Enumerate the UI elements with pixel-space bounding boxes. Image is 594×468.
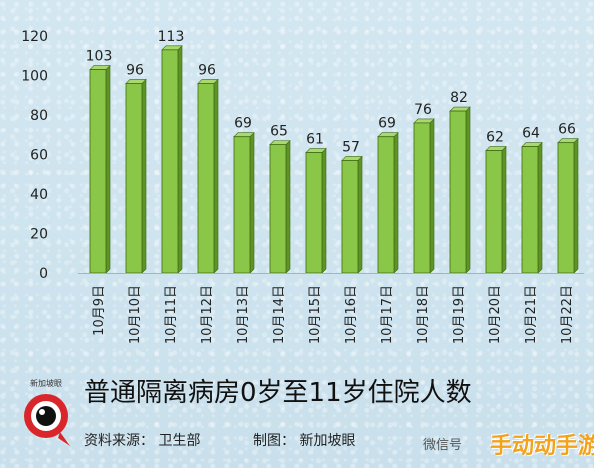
bar-top	[89, 65, 111, 70]
bar	[125, 83, 143, 274]
bar	[341, 160, 359, 274]
bar	[161, 49, 179, 274]
bar-side	[141, 78, 147, 274]
y-tick-label: 100	[21, 69, 48, 85]
bar-top	[557, 138, 579, 143]
bar	[557, 142, 575, 274]
data-label: 65	[270, 124, 288, 140]
bar-side	[249, 132, 255, 274]
data-label: 66	[558, 122, 576, 138]
bar-side	[429, 118, 435, 274]
bar-top	[341, 156, 363, 161]
bar-top	[305, 148, 327, 153]
bar-top	[413, 118, 435, 124]
bar-top	[521, 142, 543, 147]
x-tick-label: 10月16日	[344, 285, 359, 344]
bar-side	[321, 147, 327, 274]
y-tick-label: 0	[39, 266, 48, 282]
y-tick-label: 20	[30, 227, 48, 243]
data-label: 61	[306, 132, 324, 148]
bar	[521, 146, 539, 274]
bar-top	[377, 132, 399, 138]
source-note: 资料来源： 卫生部	[84, 433, 201, 449]
data-label: 57	[342, 139, 360, 155]
bar-side	[501, 145, 507, 274]
x-tick-label: 10月19日	[452, 285, 467, 344]
y-tick-label: 60	[30, 148, 48, 164]
bar-side	[537, 141, 543, 274]
x-tick-label: 10月10日	[128, 285, 143, 344]
bar	[377, 136, 395, 274]
bar-top	[485, 146, 507, 151]
x-tick-label: 10月18日	[416, 285, 431, 344]
bar-top	[269, 140, 291, 145]
chart-title: 普通隔离病房0岁至11岁住院人数	[84, 378, 472, 408]
bar-top	[449, 106, 471, 112]
x-tick-label: 10月20日	[488, 285, 503, 344]
bar-side	[213, 78, 219, 274]
bar	[269, 144, 287, 274]
y-tick-label: 120	[21, 29, 48, 45]
bar-top	[233, 132, 255, 138]
data-label: 64	[522, 126, 540, 142]
bar-top	[197, 79, 219, 84]
brand-logo: 新加坡眼	[16, 376, 76, 460]
bar-side	[573, 137, 579, 274]
bar	[197, 83, 215, 274]
bar-side	[357, 155, 363, 274]
data-label: 113	[158, 29, 185, 45]
data-label: 76	[414, 102, 432, 118]
wechat-label: 微信号	[423, 438, 463, 453]
x-tick-label: 10月13日	[236, 285, 251, 344]
x-tick-label: 10月14日	[272, 285, 287, 344]
data-label: 82	[450, 90, 468, 106]
bar-side	[285, 139, 291, 274]
bar-side	[177, 45, 183, 274]
bar	[305, 152, 323, 274]
data-label: 96	[198, 62, 216, 78]
x-tick-label: 10月9日	[92, 285, 107, 336]
bar	[233, 136, 251, 274]
bar-side	[465, 106, 471, 274]
bar	[89, 69, 107, 274]
bar-top	[161, 45, 183, 51]
bar-side	[393, 132, 399, 274]
bar-side	[105, 64, 111, 274]
data-label: 62	[486, 130, 504, 146]
logo-text: 新加坡眼	[30, 378, 62, 388]
data-label: 103	[86, 49, 113, 65]
x-tick-label: 10月12日	[200, 285, 215, 344]
data-label: 96	[126, 62, 144, 78]
x-tick-label: 10月17日	[380, 285, 395, 344]
maker-note: 制图： 新加坡眼	[253, 433, 356, 449]
bar-top	[125, 79, 147, 84]
x-tick-label: 10月15日	[308, 285, 323, 344]
x-tick-label: 10月11日	[164, 285, 179, 344]
bar	[449, 110, 467, 274]
bar	[485, 150, 503, 274]
y-tick-label: 80	[30, 108, 48, 124]
bar	[413, 122, 431, 274]
data-label: 69	[378, 116, 396, 132]
watermark-text: 手动动手游	[490, 434, 594, 459]
x-tick-label: 10月21日	[524, 285, 539, 344]
y-tick-label: 40	[30, 187, 48, 203]
bar-chart: 0 20 40 60 80 100 120 103 10月9日 96 10月10日 113 10月11日…	[21, 29, 584, 344]
x-tick-label: 10月22日	[560, 285, 575, 344]
data-label: 69	[234, 116, 252, 132]
